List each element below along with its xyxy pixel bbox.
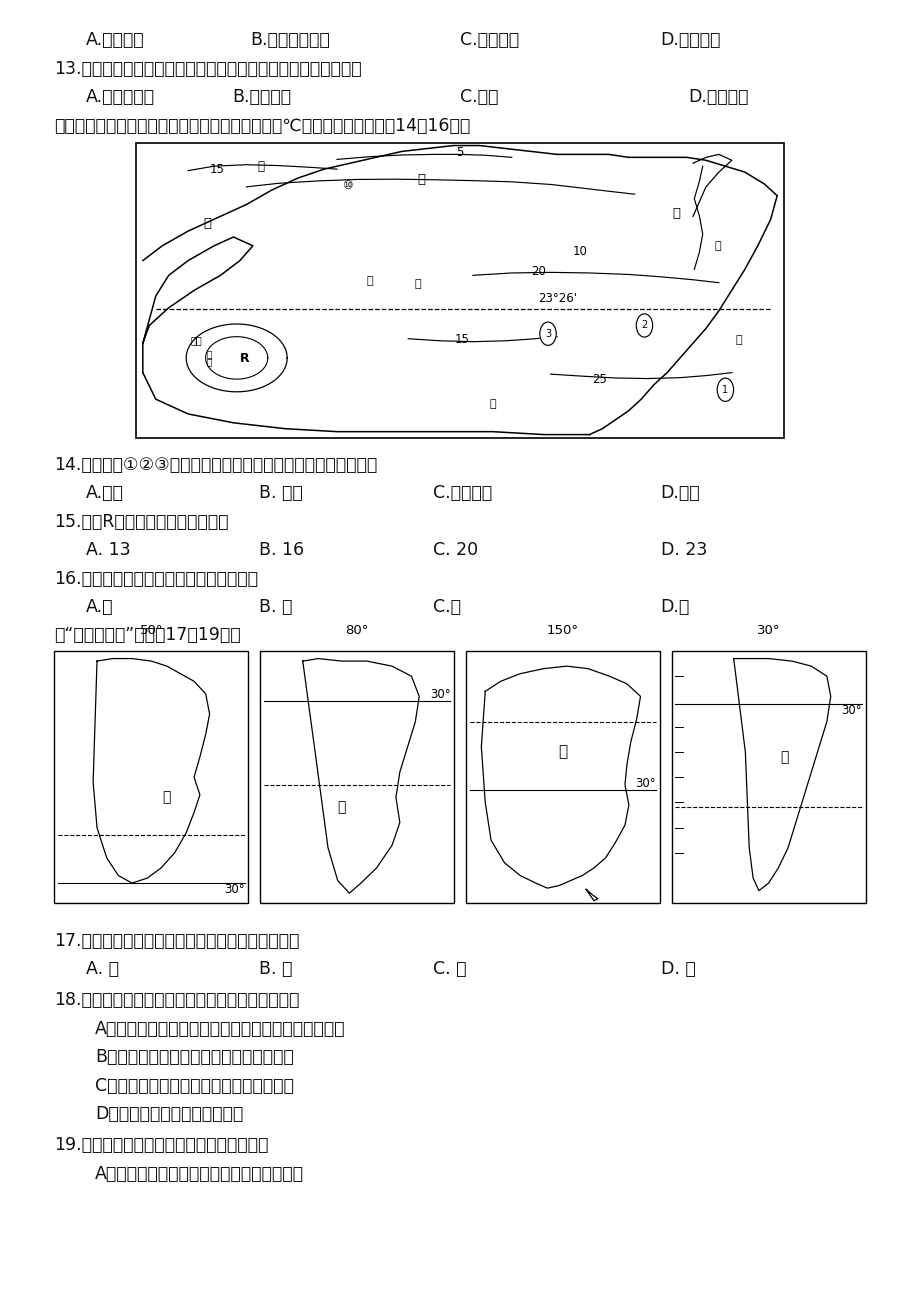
Text: C.丙: C.丙 [432,598,460,616]
Text: 富内: 富内 [190,335,202,345]
Text: D.纬度: D.纬度 [660,484,699,503]
Text: 甲: 甲 [163,790,171,805]
Text: 25: 25 [591,372,606,385]
Text: 19.有关四个国家经济特征的叙述，正确的是: 19.有关四个国家经济特征的叙述，正确的是 [54,1137,268,1154]
Text: B. 乙: B. 乙 [259,961,292,978]
Text: 30°: 30° [841,704,861,717]
Text: A．甲国是世界最大的咖啡和天然橡胶生产国: A．甲国是世界最大的咖啡和天然橡胶生产国 [96,1165,304,1182]
Text: ⑩: ⑩ [342,178,352,191]
Text: B.普通服装制造: B.普通服装制造 [250,31,330,49]
Text: B. 洋流: B. 洋流 [259,484,303,503]
Text: 下图为非洲大陆局部区域某月份平均气温（单位：℃）分布图，读图完成14～16题。: 下图为非洲大陆局部区域某月份平均气温（单位：℃）分布图，读图完成14～16题。 [54,117,470,135]
Text: A.汽车制造: A.汽车制造 [86,31,144,49]
Text: 10: 10 [572,245,586,258]
Text: A.地形: A.地形 [86,484,124,503]
Text: 乙·: 乙· [257,160,267,173]
Bar [54,651,248,904]
Text: 日: 日 [414,279,421,289]
Text: D. 23: D. 23 [660,542,706,559]
Text: A. 13: A. 13 [86,542,130,559]
Text: 尼: 尼 [713,241,720,251]
Bar [465,651,659,904]
Text: 17.四个国家都有回归线穿过，其中没有沙漠分布的: 17.四个国家都有回归线穿过，其中没有沙漠分布的 [54,932,300,949]
Text: 5: 5 [456,146,463,159]
Text: B. 乙: B. 乙 [259,598,292,616]
Bar [260,651,454,904]
Text: 柯: 柯 [489,398,495,409]
Text: 15: 15 [210,163,224,176]
Text: R: R [239,352,249,365]
Text: 2: 2 [641,320,647,331]
Text: C.市场: C.市场 [460,89,498,107]
Text: 尼: 尼 [366,276,372,286]
Text: C.金属冶炼: C.金属冶炼 [460,31,518,49]
Circle shape [636,314,652,337]
Text: D. 丁: D. 丁 [660,961,695,978]
Text: 丁: 丁 [672,207,680,220]
Text: A．甲国北部平原面积广大，土壤肥沃，热带雨林广布: A．甲国北部平原面积广大，土壤肥沃，热带雨林广布 [96,1019,346,1038]
Text: 丙: 丙 [558,745,567,759]
Text: 150°: 150° [546,624,578,637]
Text: 1: 1 [721,385,728,395]
Text: 30°: 30° [224,883,244,896]
Text: 15: 15 [454,333,469,346]
Text: C．丙国河流较少，但中部地区地下水丰富: C．丙国河流较少，但中部地区地下水丰富 [96,1077,294,1095]
Circle shape [539,322,556,345]
Text: 3: 3 [544,328,550,339]
Bar [136,143,783,437]
Text: C. 丙: C. 丙 [432,961,466,978]
Text: 读“四国轮廓图”，回答17～19题。: 读“四国轮廓图”，回答17～19题。 [54,626,241,644]
Text: 15.图中R地的气温数值，最可能是: 15.图中R地的气温数值，最可能是 [54,513,229,531]
Text: 20: 20 [531,266,546,279]
Text: 13.在图示模式中，导致制造工厂国际转移速度较快的主要因素是: 13.在图示模式中，导致制造工厂国际转移速度较快的主要因素是 [54,60,361,78]
Text: A. 甲: A. 甲 [86,961,119,978]
Text: 30°: 30° [635,777,655,790]
Text: B. 16: B. 16 [259,542,304,559]
Text: 柯: 柯 [734,335,741,345]
Text: C.海陆位置: C.海陆位置 [432,484,492,503]
Text: D.丁: D.丁 [660,598,689,616]
Text: D.甘蔗制糖: D.甘蔗制糖 [660,31,720,49]
Text: A.甲: A.甲 [86,598,114,616]
Text: 16.图中甲乙丙丁四地，年降水量最多的是: 16.图中甲乙丙丁四地，年降水量最多的是 [54,569,258,587]
Text: 80°: 80° [345,624,369,637]
Text: 加: 加 [207,352,212,361]
Text: 丁: 丁 [779,750,788,764]
Text: 18.有关四个国家自然地理特征的叙述，不正确的是: 18.有关四个国家自然地理特征的叙述，不正确的是 [54,991,300,1009]
Text: 乙: 乙 [337,801,346,815]
Text: 30°: 30° [429,689,450,702]
Text: 14.影响图中①②③三条等温线基本走向及数值递变的主导因素是: 14.影响图中①②③三条等温线基本走向及数值递变的主导因素是 [54,456,377,474]
Text: 30°: 30° [756,624,779,637]
Text: B.交通条件: B.交通条件 [232,89,290,107]
Text: 利: 利 [207,359,212,367]
Text: 丙: 丙 [416,173,425,186]
Text: C. 20: C. 20 [432,542,477,559]
Text: D．丁国有世界最长的河流流经: D．丁国有世界最长的河流流经 [96,1105,244,1124]
Text: 甲: 甲 [203,217,211,230]
Text: A.原材料价格: A.原材料价格 [86,89,155,107]
Text: 23°26': 23°26' [537,293,576,306]
Circle shape [717,378,732,401]
Bar [671,651,865,904]
Text: 50°: 50° [140,624,163,637]
Text: B．乙国以热带季风气候为主，旱雨季分明: B．乙国以热带季风气候为主，旱雨季分明 [96,1048,294,1066]
Text: D.工人工资: D.工人工资 [687,89,747,107]
